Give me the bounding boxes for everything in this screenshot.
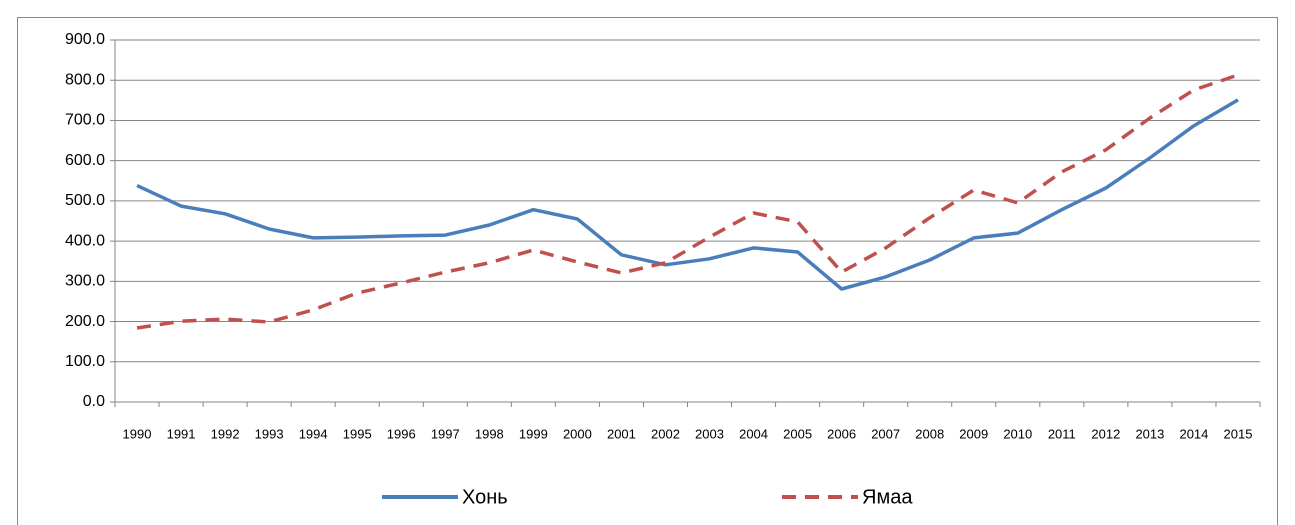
y-tick-label: 200.0 (65, 313, 105, 330)
x-tick-label: 2006 (827, 426, 856, 441)
series-line (136, 73, 1239, 330)
x-tick-label: 1994 (299, 426, 328, 441)
x-tick-label: 2010 (1003, 426, 1032, 441)
x-tick-label: 2012 (1091, 426, 1120, 441)
x-tick-label: 2003 (695, 426, 724, 441)
x-tick-label: 2013 (1135, 426, 1164, 441)
x-tick-label: 1999 (519, 426, 548, 441)
x-tick-label: 2007 (871, 426, 900, 441)
x-tick-label: 1993 (255, 426, 284, 441)
series-line (136, 98, 1239, 291)
legend-label: Ямаа (862, 486, 913, 508)
x-tick-label: 2008 (915, 426, 944, 441)
x-tick-label: 2009 (959, 426, 988, 441)
y-tick-label: 700.0 (65, 112, 105, 129)
y-tick-label: 0.0 (83, 393, 105, 410)
x-tick-label: 1998 (475, 426, 504, 441)
y-tick-label: 500.0 (65, 192, 105, 209)
chart-border (17, 17, 1278, 525)
x-tick-label: 2000 (563, 426, 592, 441)
y-tick-label: 900.0 (65, 31, 105, 48)
x-tick-label: 2001 (607, 426, 636, 441)
x-tick-label: 2015 (1224, 426, 1253, 441)
legend-label: Хонь (462, 486, 508, 508)
x-tick-label: 2005 (783, 426, 812, 441)
x-tick-label: 1997 (431, 426, 460, 441)
x-tick-label: 1990 (123, 426, 152, 441)
x-tick-label: 1995 (343, 426, 372, 441)
y-tick-label: 300.0 (65, 273, 105, 290)
x-tick-label: 2014 (1179, 426, 1208, 441)
x-tick-label: 1996 (387, 426, 416, 441)
y-tick-label: 600.0 (65, 152, 105, 169)
y-tick-label: 400.0 (65, 232, 105, 249)
x-tick-label: 2002 (651, 426, 680, 441)
x-tick-label: 1992 (211, 426, 240, 441)
y-tick-label: 800.0 (65, 71, 105, 88)
x-tick-label: 2004 (739, 426, 768, 441)
y-tick-label: 100.0 (65, 353, 105, 370)
x-tick-label: 1991 (167, 426, 196, 441)
x-tick-label: 2011 (1048, 426, 1076, 441)
